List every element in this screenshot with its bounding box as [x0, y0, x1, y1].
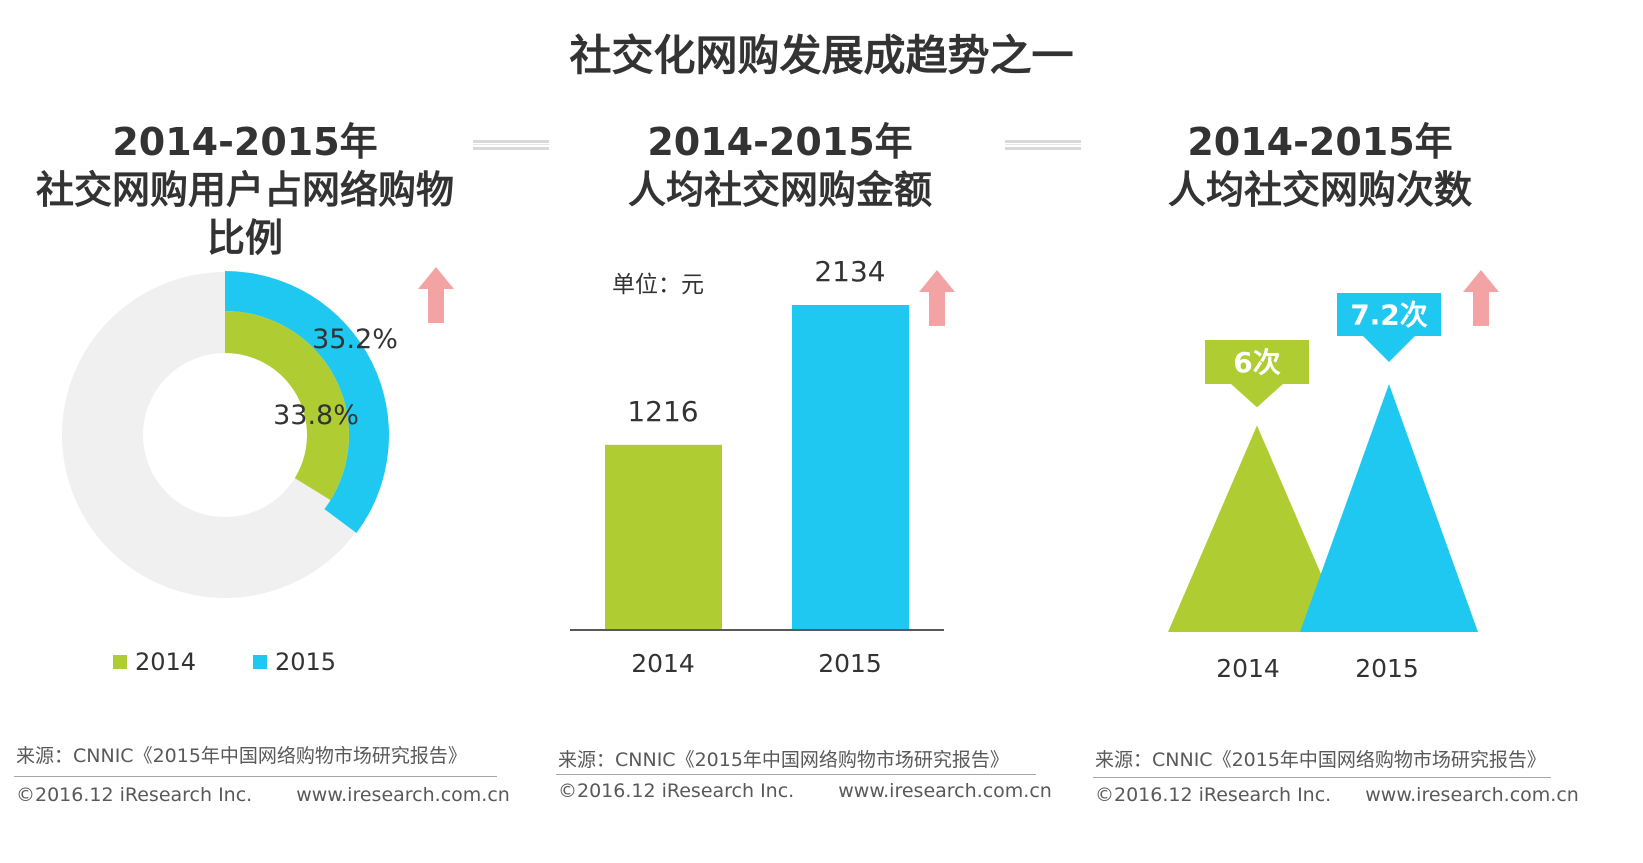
callout-2015-shape: [1337, 293, 1441, 362]
footer-divider-1: [14, 776, 497, 777]
bar-x-tick-2015: 2015: [818, 649, 882, 678]
donut-2015-arc: [225, 271, 389, 534]
footer-3: ©2016.12 iResearch Inc. www.iresearch.co…: [1095, 784, 1579, 806]
copyright-2: ©2016.12 iResearch Inc.: [558, 780, 795, 802]
donut-2015-label: 35.2%: [312, 324, 398, 355]
up-arrow-icon: [919, 270, 955, 326]
footer-divider-3: [1093, 777, 1551, 778]
footer-2: ©2016.12 iResearch Inc. www.iresearch.co…: [558, 780, 1052, 802]
copyright-1: ©2016.12 iResearch Inc.: [16, 784, 253, 806]
panel-2-title: 2014-2015年 人均社交网购金额: [560, 118, 1000, 214]
donut-2014-label: 33.8%: [273, 400, 359, 431]
legend-item-2014: 2014: [113, 648, 196, 676]
panel-3-title-line-2: 人均社交网购次数: [1167, 168, 1472, 212]
bar-2015-value-label: 2134: [814, 255, 885, 288]
bar-2014-value-label: 1216: [627, 395, 698, 428]
bar-unit-label: 单位：元: [612, 272, 704, 298]
panel-1-title-line-1: 2014-2015年: [112, 120, 378, 164]
callout-2014-shape: [1205, 340, 1309, 408]
tri-x-tick-2014: 2014: [1216, 654, 1280, 683]
callout-2015-label: 7.2次: [1350, 299, 1428, 332]
legend-swatch-2015: [253, 655, 267, 669]
panel-1-title-line-2: 社交网购用户占网络购物: [35, 168, 454, 212]
legend-label-2014: 2014: [135, 648, 197, 676]
panel-3-title-line-1: 2014-2015年: [1187, 120, 1453, 164]
donut-2014-arc: [225, 311, 349, 501]
charts-canvas: 35.2% 33.8% 单位：元 1216 2134 2014 2015 6次 …: [62, 255, 1499, 683]
source-note-1: 来源：CNNIC《2015年中国网络购物市场研究报告》: [16, 745, 467, 767]
panel-2-title-line-1: 2014-2015年: [647, 120, 913, 164]
legend-label-2015: 2015: [275, 648, 337, 676]
triangle-2014: [1168, 425, 1346, 632]
source-note-3: 来源：CNNIC《2015年中国网络购物市场研究报告》: [1095, 749, 1546, 771]
tri-x-tick-2015: 2015: [1355, 654, 1419, 683]
panel-divider-2: [1005, 140, 1081, 150]
panel-3-title: 2014-2015年 人均社交网购次数: [1100, 118, 1540, 214]
bar-2014: [605, 444, 722, 630]
website-link-3[interactable]: www.iresearch.com.cn: [1365, 784, 1579, 806]
website-link-1[interactable]: www.iresearch.com.cn: [296, 784, 510, 806]
up-arrow-icon: [1463, 270, 1499, 326]
website-link-2[interactable]: www.iresearch.com.cn: [838, 780, 1052, 802]
up-arrow-icon: [418, 267, 454, 323]
source-note-2: 来源：CNNIC《2015年中国网络购物市场研究报告》: [558, 749, 1009, 771]
footer-divider-2: [556, 774, 1036, 775]
legend-swatch-2014: [113, 655, 127, 669]
donut-chart: 35.2% 33.8%: [62, 271, 398, 598]
footer-1: ©2016.12 iResearch Inc. www.iresearch.co…: [16, 784, 510, 806]
copyright-3: ©2016.12 iResearch Inc.: [1095, 784, 1332, 806]
panel-1-title: 2014-2015年 社交网购用户占网络购物 比例: [10, 118, 480, 262]
panel-divider-1: [473, 140, 549, 150]
panel-2-title-line-2: 人均社交网购金额: [627, 168, 932, 212]
triangle-chart: 6次 7.2次 2014 2015: [1168, 293, 1478, 683]
bar-chart: 单位：元 1216 2134 2014 2015: [570, 255, 944, 678]
main-title: 社交化网购发展成趋势之一: [569, 31, 1074, 80]
triangle-2015: [1300, 384, 1478, 632]
bar-2015: [792, 305, 909, 630]
bar-x-tick-2014: 2014: [631, 649, 695, 678]
callout-2014-label: 6次: [1233, 346, 1280, 379]
legend-item-2015: 2015: [253, 648, 336, 676]
panel-1-title-line-3: 比例: [206, 216, 283, 260]
